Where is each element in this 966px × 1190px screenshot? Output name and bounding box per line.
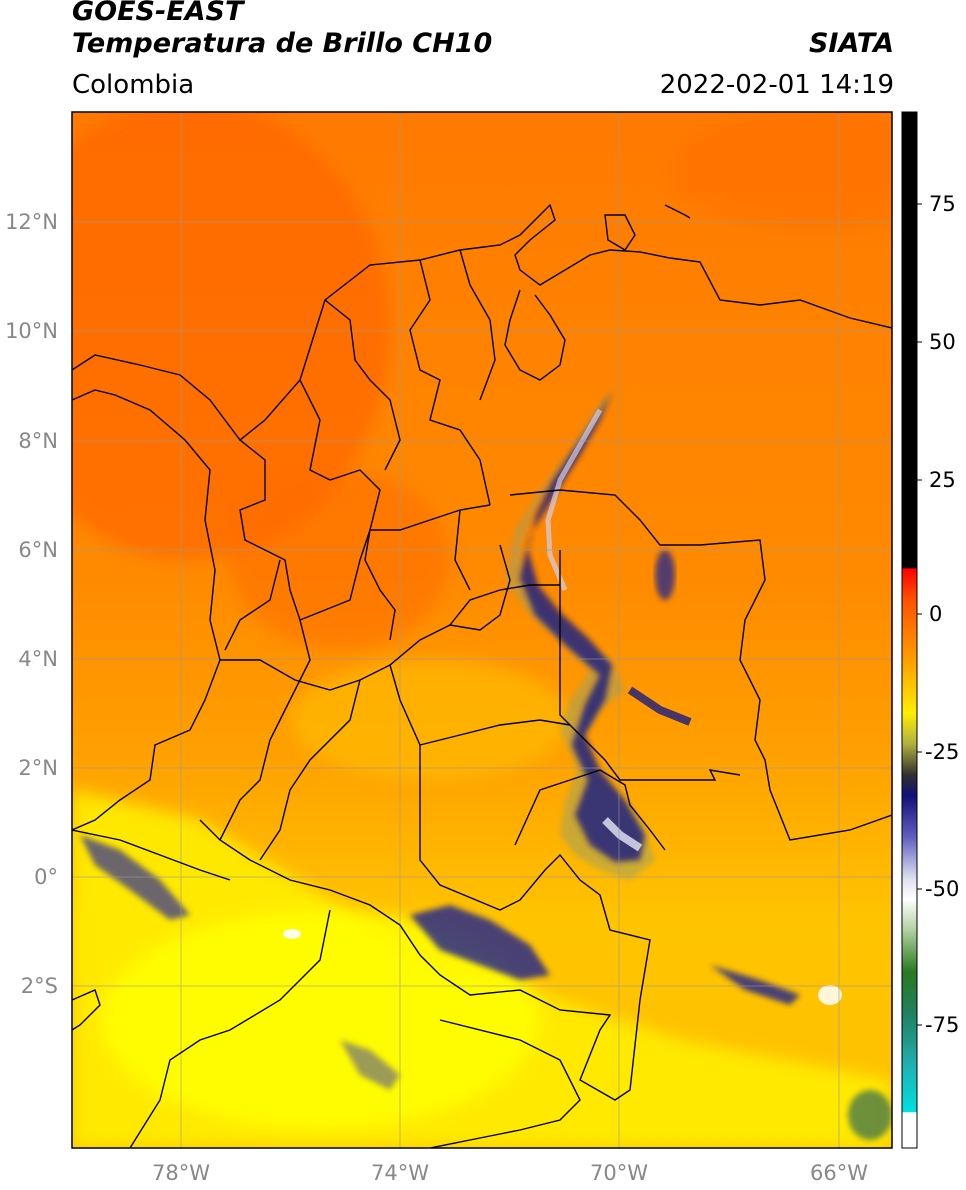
colorbar-tick-25: 25 xyxy=(929,468,956,492)
region-label: Colombia xyxy=(72,70,195,100)
lat-label-4n: 4°N xyxy=(18,647,58,671)
colorbar-tick-0: 0 xyxy=(929,602,942,626)
datetime-label: 2022-02-01 14:19 xyxy=(659,70,894,100)
lat-label-6n: 6°N xyxy=(18,538,58,562)
colorbar-tick-75: 75 xyxy=(929,192,956,216)
colorbar-tick-50: 50 xyxy=(929,330,956,354)
graticule xyxy=(72,112,892,1148)
agency-label: SIATA xyxy=(808,28,894,59)
lon-label-74w: 74°W xyxy=(371,1161,429,1185)
lat-label-0: 0° xyxy=(34,865,58,889)
lat-label-2n: 2°N xyxy=(18,756,58,780)
satellite-title: GOES-EAST xyxy=(72,0,244,27)
map-frame xyxy=(71,111,893,1149)
lon-label-78w: 78°W xyxy=(152,1161,210,1185)
map-field xyxy=(72,112,892,1148)
latitude-labels: 12°N 10°N 8°N 6°N 4°N 2°N 0° 2°S xyxy=(5,210,58,998)
lon-label-66w: 66°W xyxy=(810,1161,868,1185)
colorbar: 75 50 25 0 -25 -50 -75 xyxy=(901,111,959,1149)
product-title: Temperatura de Brillo CH10 xyxy=(72,28,493,59)
longitude-labels: 78°W 74°W 70°W 66°W xyxy=(152,1161,868,1185)
colorbar-tick-m25: -25 xyxy=(925,740,959,764)
lat-label-10n: 10°N xyxy=(5,319,58,343)
boundaries xyxy=(72,203,892,1148)
colorbar-tick-m50: -50 xyxy=(925,877,959,901)
lon-label-70w: 70°W xyxy=(590,1161,648,1185)
lat-label-8n: 8°N xyxy=(18,429,58,453)
colorbar-tick-m75: -75 xyxy=(925,1013,959,1037)
lat-label-2s: 2°S xyxy=(21,974,58,998)
lat-label-12n: 12°N xyxy=(5,210,58,234)
